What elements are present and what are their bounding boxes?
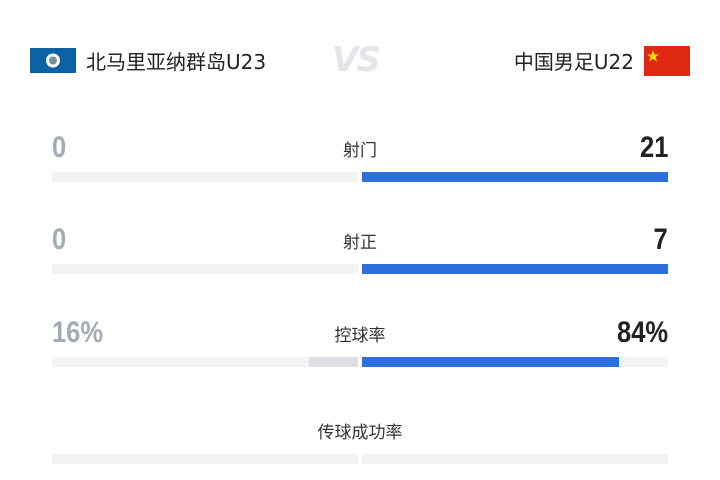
home-value: 16% — [52, 316, 104, 349]
away-bar — [362, 264, 668, 274]
stat-label: 射正 — [343, 233, 377, 253]
away-value: 7 — [653, 223, 668, 256]
away-bar — [362, 172, 668, 182]
away-team: 中国男足U22 — [513, 50, 634, 74]
bar-track — [362, 454, 668, 464]
bar-track — [52, 172, 358, 182]
stat-label: 传球成功率 — [317, 423, 403, 443]
home-value: 0 — [52, 131, 67, 164]
away-value: 84% — [616, 316, 668, 349]
vs-logo: VS — [332, 40, 381, 80]
bar-track — [52, 264, 358, 274]
home-flag — [30, 48, 76, 73]
away-flag — [644, 46, 690, 76]
away-value: 21 — [639, 131, 668, 164]
home-bar — [309, 357, 358, 367]
stat-label: 射门 — [343, 141, 377, 161]
away-bar — [362, 357, 620, 367]
bar-track — [52, 454, 358, 464]
home-team: 北马里亚纳群岛U23 — [86, 50, 267, 74]
home-value: 0 — [52, 223, 67, 256]
bar-track — [52, 357, 358, 367]
stat-label: 控球率 — [334, 326, 386, 346]
